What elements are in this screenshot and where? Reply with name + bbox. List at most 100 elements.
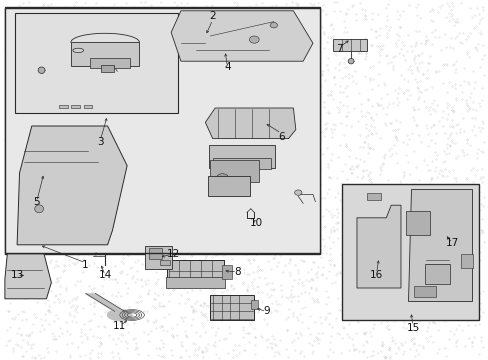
- Point: [128, 139, 136, 145]
- Point: [120, 162, 127, 168]
- Point: [410, 53, 418, 59]
- Point: [332, 226, 340, 231]
- Point: [256, 133, 264, 139]
- Point: [293, 208, 301, 213]
- Point: [412, 64, 420, 70]
- Point: [443, 104, 450, 110]
- Point: [194, 75, 202, 80]
- Point: [353, 118, 361, 124]
- Point: [165, 311, 173, 317]
- Text: 9: 9: [263, 306, 269, 316]
- Point: [159, 15, 166, 21]
- Point: [298, 122, 306, 127]
- Point: [460, 302, 468, 308]
- Point: [223, 35, 231, 40]
- Point: [445, 233, 452, 239]
- Point: [403, 221, 411, 227]
- Point: [455, 310, 463, 315]
- Point: [32, 315, 40, 320]
- Point: [113, 54, 121, 59]
- Point: [405, 193, 413, 199]
- Point: [152, 88, 160, 94]
- Point: [267, 4, 275, 9]
- Point: [19, 150, 26, 156]
- Point: [41, 136, 49, 142]
- Point: [468, 180, 476, 185]
- Point: [470, 12, 478, 18]
- Point: [371, 28, 379, 33]
- Point: [390, 133, 398, 139]
- Point: [162, 274, 169, 280]
- Point: [202, 253, 209, 259]
- Point: [111, 263, 119, 269]
- Point: [317, 71, 325, 77]
- Point: [349, 55, 357, 61]
- Point: [237, 33, 245, 39]
- Point: [478, 229, 486, 235]
- Point: [456, 239, 464, 244]
- Point: [97, 341, 104, 347]
- Point: [421, 104, 429, 110]
- Point: [478, 7, 486, 13]
- Point: [231, 42, 239, 48]
- Point: [215, 337, 223, 343]
- Point: [68, 78, 76, 84]
- Point: [291, 187, 299, 193]
- Point: [125, 21, 133, 27]
- Point: [447, 107, 455, 113]
- Ellipse shape: [38, 67, 45, 73]
- Point: [76, 206, 84, 211]
- Point: [195, 302, 203, 308]
- Point: [406, 258, 414, 264]
- Point: [447, 246, 455, 251]
- Point: [131, 279, 139, 285]
- Point: [40, 326, 47, 332]
- Point: [392, 160, 400, 166]
- Point: [203, 147, 211, 153]
- Point: [36, 64, 44, 70]
- Point: [345, 210, 353, 216]
- Point: [241, 306, 248, 312]
- Point: [288, 314, 296, 319]
- Point: [309, 24, 317, 30]
- Point: [383, 327, 391, 332]
- Point: [265, 229, 273, 235]
- Point: [260, 242, 268, 248]
- Point: [44, 156, 52, 161]
- Point: [283, 114, 290, 120]
- Point: [155, 98, 163, 103]
- Point: [300, 289, 308, 295]
- Point: [106, 14, 114, 20]
- Point: [401, 184, 408, 190]
- Point: [323, 120, 330, 126]
- Point: [353, 253, 361, 259]
- Point: [428, 319, 436, 325]
- Point: [203, 19, 211, 24]
- Point: [199, 167, 207, 173]
- Point: [354, 319, 362, 325]
- Point: [315, 81, 323, 87]
- Point: [399, 294, 407, 300]
- Point: [385, 255, 392, 260]
- Point: [224, 219, 232, 224]
- Point: [123, 57, 131, 63]
- Point: [475, 17, 483, 22]
- Polygon shape: [5, 254, 51, 299]
- Point: [204, 132, 212, 138]
- Point: [73, 259, 81, 265]
- Point: [199, 303, 206, 309]
- Point: [374, 102, 382, 108]
- Point: [266, 120, 274, 126]
- Point: [18, 141, 26, 147]
- Point: [422, 37, 429, 43]
- Point: [308, 184, 316, 189]
- Bar: [210, 295, 254, 320]
- Point: [398, 268, 406, 274]
- Point: [251, 302, 259, 308]
- Point: [113, 100, 121, 106]
- Point: [446, 123, 453, 129]
- Point: [135, 129, 143, 135]
- Point: [458, 231, 466, 237]
- Point: [275, 351, 283, 357]
- Ellipse shape: [73, 48, 83, 53]
